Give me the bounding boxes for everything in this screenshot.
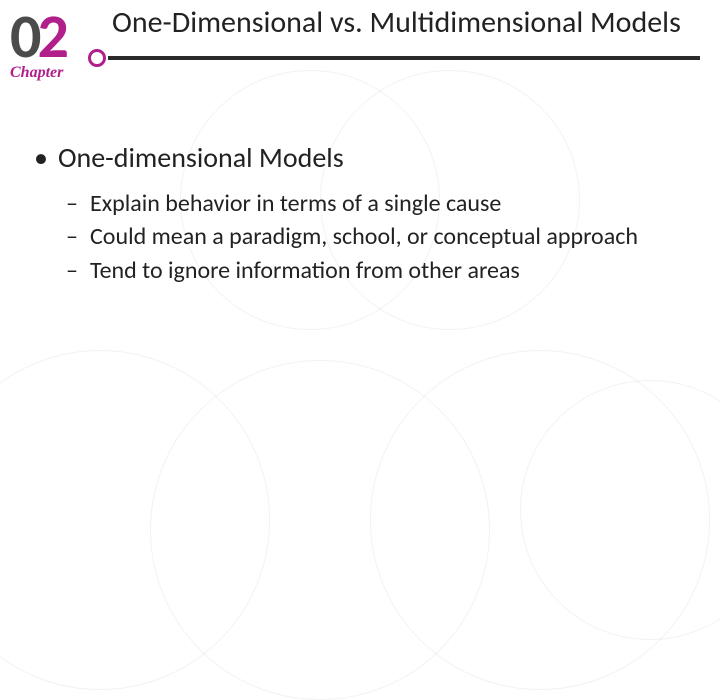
chapter-label: Chapter (10, 64, 65, 82)
slide-header: One-Dimensional vs. Multidimensional Mod… (112, 6, 700, 67)
bullet-level2: Explain behavior in terms of a single ca… (34, 189, 690, 218)
chapter-digit-1: 2 (37, 12, 64, 62)
chapter-number: 0 2 (10, 12, 65, 62)
slide-body: One-dimensional Models Explain behavior … (34, 140, 690, 289)
divider-dot-icon (88, 49, 106, 67)
divider-line (108, 56, 700, 60)
chapter-badge: 0 2 Chapter (10, 12, 65, 82)
bullet-level1: One-dimensional Models (34, 140, 690, 175)
title-divider (88, 49, 700, 67)
bullet-level2: Tend to ignore information from other ar… (34, 256, 690, 285)
chapter-digit-0: 0 (10, 12, 37, 62)
slide-title: One-Dimensional vs. Multidimensional Mod… (112, 6, 700, 39)
bullet-level2: Could mean a paradigm, school, or concep… (34, 222, 690, 251)
